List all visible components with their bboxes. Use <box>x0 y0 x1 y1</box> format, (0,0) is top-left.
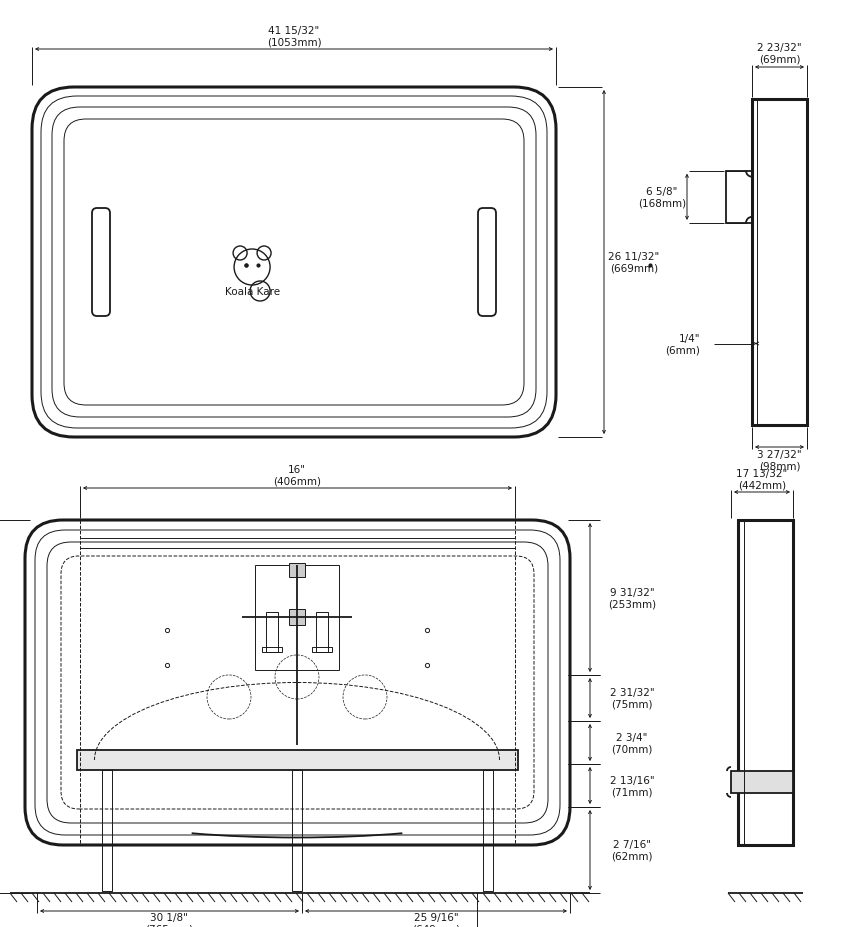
Bar <box>289 609 305 626</box>
Bar <box>726 171 752 223</box>
Bar <box>312 647 332 653</box>
Bar <box>483 770 493 891</box>
Text: 3 27/32"
(98mm): 3 27/32" (98mm) <box>757 450 802 471</box>
Text: 2 3/4"
(70mm): 2 3/4" (70mm) <box>611 732 653 754</box>
Bar <box>752 100 807 425</box>
Bar <box>255 565 339 670</box>
Text: 2 31/32"
(75mm): 2 31/32" (75mm) <box>609 688 654 709</box>
Bar <box>266 613 278 653</box>
Text: 26 11/32"
(669mm): 26 11/32" (669mm) <box>609 252 660 273</box>
Text: 2 23/32"
(69mm): 2 23/32" (69mm) <box>757 44 802 65</box>
Bar <box>77 750 518 770</box>
Bar <box>289 564 305 578</box>
Text: 30 1/8"
(765mm): 30 1/8" (765mm) <box>145 912 193 927</box>
Text: 2 13/16"
(71mm): 2 13/16" (71mm) <box>609 775 654 796</box>
Text: 16"
(406mm): 16" (406mm) <box>273 464 321 487</box>
Text: Koala Kare: Koala Kare <box>224 286 280 297</box>
Text: 9 31/32"
(253mm): 9 31/32" (253mm) <box>608 587 656 609</box>
Bar <box>262 647 282 653</box>
Bar <box>292 770 302 891</box>
Bar <box>316 613 328 653</box>
Bar <box>102 770 112 891</box>
Text: 17 13/32"
(442mm): 17 13/32" (442mm) <box>736 469 788 490</box>
Text: 2 7/16"
(62mm): 2 7/16" (62mm) <box>611 839 653 861</box>
Text: 1/4"
(6mm): 1/4" (6mm) <box>665 334 700 355</box>
Bar <box>731 771 793 794</box>
Bar <box>738 520 793 845</box>
Text: 25 9/16"
(649mm): 25 9/16" (649mm) <box>412 912 460 927</box>
Text: 6 5/8"
(168mm): 6 5/8" (168mm) <box>638 187 686 209</box>
Text: 41 15/32"
(1053mm): 41 15/32" (1053mm) <box>267 26 321 48</box>
